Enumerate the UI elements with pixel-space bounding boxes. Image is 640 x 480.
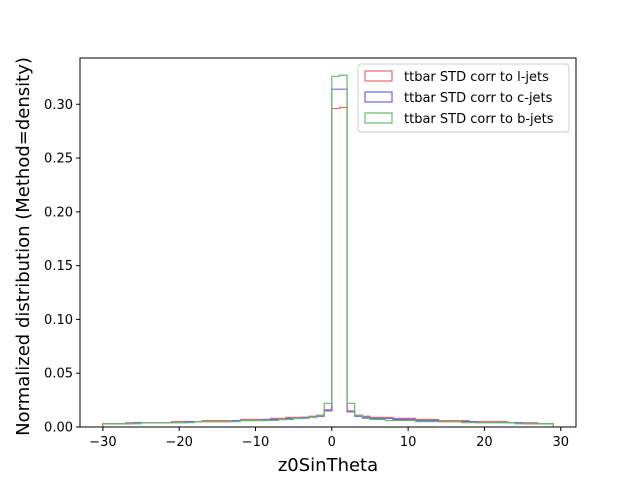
y-tick-label: 0.10 — [44, 313, 73, 328]
legend-label-3: ttbar STD corr to b-jets — [404, 112, 554, 127]
x-tick-label: 20 — [476, 435, 493, 450]
x-tick-label: −20 — [165, 435, 192, 450]
series-group — [102, 74, 554, 427]
legend-swatch-1 — [364, 70, 393, 82]
y-tick-label: 0.25 — [44, 152, 73, 167]
y-tick-label: 0.15 — [44, 259, 73, 274]
legend-box — [357, 63, 570, 133]
legend-swatch-3 — [364, 112, 393, 124]
y-tick-label: 0.00 — [44, 421, 73, 436]
series-line-3 — [102, 74, 554, 427]
legend-label-2: ttbar STD corr to c-jets — [404, 91, 553, 106]
y-tick-label: 0.05 — [44, 367, 73, 382]
legend-label-1: ttbar STD corr to l-jets — [404, 70, 549, 85]
y-axis: 0.00 0.05 0.10 0.15 0.20 0.25 0.30 — [44, 98, 80, 436]
x-axis-title: z0SinTheta — [278, 455, 378, 476]
y-tick-label: 0.30 — [44, 98, 73, 113]
y-axis-title: Normalized distribution (Method=density) — [13, 57, 34, 436]
axes-frame — [79, 57, 577, 428]
x-tick-label: 10 — [400, 435, 417, 450]
x-tick-label: 0 — [328, 435, 336, 450]
series-line-2 — [102, 88, 554, 427]
x-tick-label: 30 — [552, 435, 569, 450]
y-tick-label: 0.20 — [44, 205, 73, 220]
series-line-1 — [102, 106, 554, 427]
legend: ttbar STD corr to l-jets ttbar STD corr t… — [357, 63, 570, 133]
x-tick-label: −10 — [242, 435, 269, 450]
x-tick-label: −30 — [89, 435, 116, 450]
legend-swatch-2 — [364, 91, 393, 103]
x-axis: −30 −20 −10 0 10 20 30 — [89, 427, 569, 450]
